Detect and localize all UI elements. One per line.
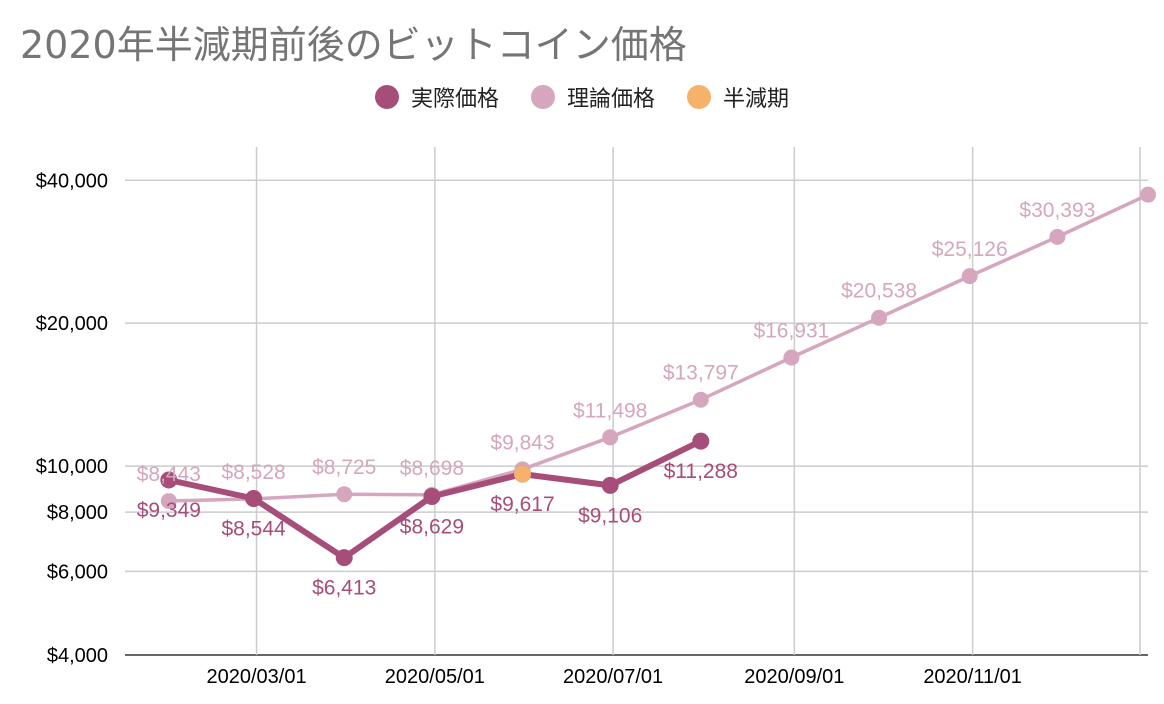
x-tick-label: 2020/05/01 [385,666,485,688]
y-gridlines [125,179,1148,656]
data-label-theoretical: $8,698 [400,457,464,480]
data-label-theoretical: $8,528 [221,461,285,484]
data-point-theoretical[interactable] [1140,186,1156,203]
x-tick-label: 2020/03/01 [206,666,306,688]
data-label-actual: $9,106 [578,504,642,527]
data-point-theoretical[interactable] [602,429,619,446]
data-point-actual[interactable] [160,471,178,489]
x-gridlines [255,147,1141,655]
x-tick-label: 2020/09/01 [744,666,844,688]
legend-label-actual: 実際価格 [410,87,499,112]
data-label-actual: $8,629 [400,515,464,538]
legend-item-actual[interactable]: 実際価格 [374,81,499,113]
legend-label-theoretical: 理論価格 [566,87,655,112]
y-tick-label: $20,000 [36,313,108,335]
y-tick-label: $10,000 [36,456,108,478]
series-layer [160,186,1156,567]
data-point-actual[interactable] [423,487,441,505]
data-label-theoretical: $9,843 [490,431,554,454]
series-line-theoretical [168,193,1149,503]
data-label-theoretical: $11,498 [573,399,647,422]
y-tick-label: $8,000 [47,502,108,524]
data-point-theoretical[interactable] [871,309,888,326]
data-label-theoretical: $8,443 [137,463,201,486]
data-point-theoretical[interactable] [692,391,709,408]
data-point-actual[interactable] [245,490,263,508]
data-label-theoretical: $8,725 [312,456,376,479]
data-label-theoretical: $20,538 [841,280,917,303]
x-tick-label: 2020/11/01 [923,666,1022,688]
legend-swatch-theoretical [530,85,555,109]
data-labels: $8,443 $8,528 $8,725 $8,698 $9,843 $11,498 $13… [137,199,1096,600]
data-point-actual[interactable] [335,549,353,567]
legend-swatch-actual [374,85,399,109]
data-point-actual[interactable] [601,476,619,494]
legend-label-halving: 半減期 [723,87,790,112]
data-point-theoretical[interactable] [783,349,800,366]
y-tick-label: $4,000 [47,645,108,667]
y-axis-ticks: $4,000 $6,000 $8,000 $10,000 $20,000 $40,000 [36,170,108,667]
legend-item-theoretical[interactable]: 理論価格 [530,81,655,113]
data-label-theoretical: $30,393 [1019,199,1095,222]
data-point-theoretical[interactable] [1049,228,1066,245]
data-point-actual[interactable] [692,432,710,450]
data-label-theoretical: $25,126 [932,238,1008,261]
legend-item-halving[interactable]: 半減期 [687,81,789,113]
data-label-actual: $9,617 [490,493,554,516]
y-tick-label: $6,000 [47,561,108,583]
y-tick-label: $40,000 [36,170,108,192]
x-axis-ticks: 2020/03/01 2020/05/01 2020/07/01 2020/09/01… [206,666,1021,688]
data-point-theoretical[interactable] [336,486,353,503]
data-label-actual: $6,413 [312,577,376,600]
chart-legend: 実際価格 理論価格 半減期 [0,80,1164,114]
data-point-halving[interactable] [514,465,532,483]
data-label-theoretical: $13,797 [663,362,739,385]
data-label-actual: $8,544 [221,518,286,541]
x-tick-label: 2020/07/01 [563,666,663,688]
data-point-theoretical[interactable] [961,268,978,285]
legend-swatch-halving [687,85,711,109]
chart-title: 2020年半減期前後のビットコイン価格 [20,23,687,67]
data-label-theoretical: $16,931 [753,320,829,343]
data-label-actual: $11,288 [664,460,738,483]
data-point-theoretical[interactable] [160,492,177,509]
data-label-actual: $9,349 [137,499,201,522]
